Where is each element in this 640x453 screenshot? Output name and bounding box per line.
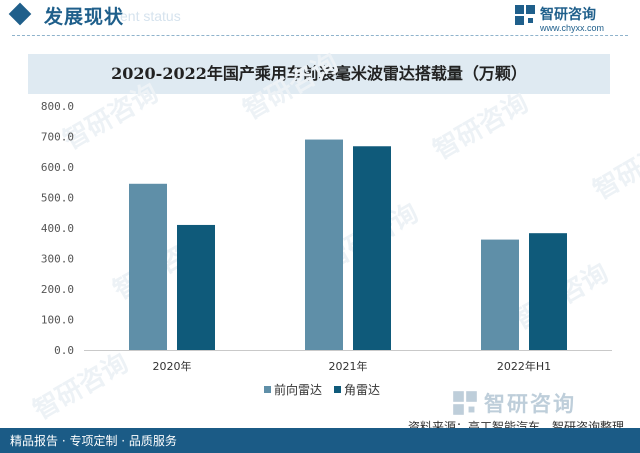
chart-bars xyxy=(129,139,567,350)
chart-title: 2020-2022年国产乘用车前装毫米波雷达搭载量（万颗） xyxy=(111,64,527,83)
watermark-text: 智研咨询 xyxy=(238,47,344,126)
footer-bar: 精品报告 · 专项定制 · 品质服务 xyxy=(0,428,640,453)
bar-前向雷达-2022年H1 xyxy=(481,239,519,350)
chart-x-labels: 2020年 2021年 2022年H1 xyxy=(153,359,552,373)
y-tick-label: 400.0 xyxy=(41,222,74,235)
y-tick-label: 600.0 xyxy=(41,161,74,174)
watermark-text: 智研咨询 xyxy=(428,87,534,166)
bar-角雷达-2022年H1 xyxy=(529,233,567,350)
watermark-text: 智研咨询 xyxy=(588,127,640,206)
header: 发展现状 ent status 智研咨询 www.chyxx.com xyxy=(0,0,640,38)
y-tick-label: 700.0 xyxy=(41,131,74,144)
y-tick-label: 0.0 xyxy=(54,344,74,357)
legend-label: 角雷达 xyxy=(344,383,380,397)
x-tick-label: 2021年 xyxy=(329,359,368,373)
section-subtitle: ent status xyxy=(120,8,181,24)
bar-角雷达-2020年 xyxy=(177,224,215,350)
legend-swatch xyxy=(334,386,341,393)
y-tick-label: 100.0 xyxy=(41,314,74,327)
brand-name: 智研咨询 xyxy=(540,7,596,23)
watermark-text: 智研咨询 xyxy=(28,347,134,426)
legend-label: 前向雷达 xyxy=(274,382,322,397)
footer-slogan: 精品报告 · 专项定制 · 品质服务 xyxy=(10,434,177,448)
chart-legend: 前向雷达 角雷达 xyxy=(264,382,380,397)
watermark-logo-icon xyxy=(453,391,477,415)
chart-title-band: 2020-2022年国产乘用车前装毫米波雷达搭载量（万颗） xyxy=(28,54,610,94)
watermark-text: 智研咨询 xyxy=(58,77,164,156)
y-tick-label: 500.0 xyxy=(41,192,74,205)
x-tick-label: 2020年 xyxy=(153,359,192,373)
y-tick-label: 800.0 xyxy=(41,100,74,113)
watermark-logo: 智研咨询 xyxy=(452,388,622,418)
header-divider xyxy=(12,35,628,36)
x-tick-label: 2022年H1 xyxy=(497,359,551,373)
bar-前向雷达-2021年 xyxy=(305,139,343,350)
brand-url: www.chyxx.com xyxy=(540,23,605,33)
section-title: 发展现状 xyxy=(44,6,125,28)
legend-swatch xyxy=(264,386,271,393)
watermark-logo-text: 智研咨询 xyxy=(484,392,576,416)
y-tick-label: 300.0 xyxy=(41,253,74,266)
y-tick-label: 200.0 xyxy=(41,283,74,296)
chart-axes: 0.0 100.0 200.0 300.0 400.0 500.0 600.0 700.0 80… xyxy=(41,100,612,357)
bar-前向雷达-2020年 xyxy=(129,183,167,350)
brand-logo: 智研咨询 www.chyxx.com xyxy=(514,3,624,35)
bar-角雷达-2021年 xyxy=(353,146,391,350)
brand-logo-icon xyxy=(515,5,535,25)
